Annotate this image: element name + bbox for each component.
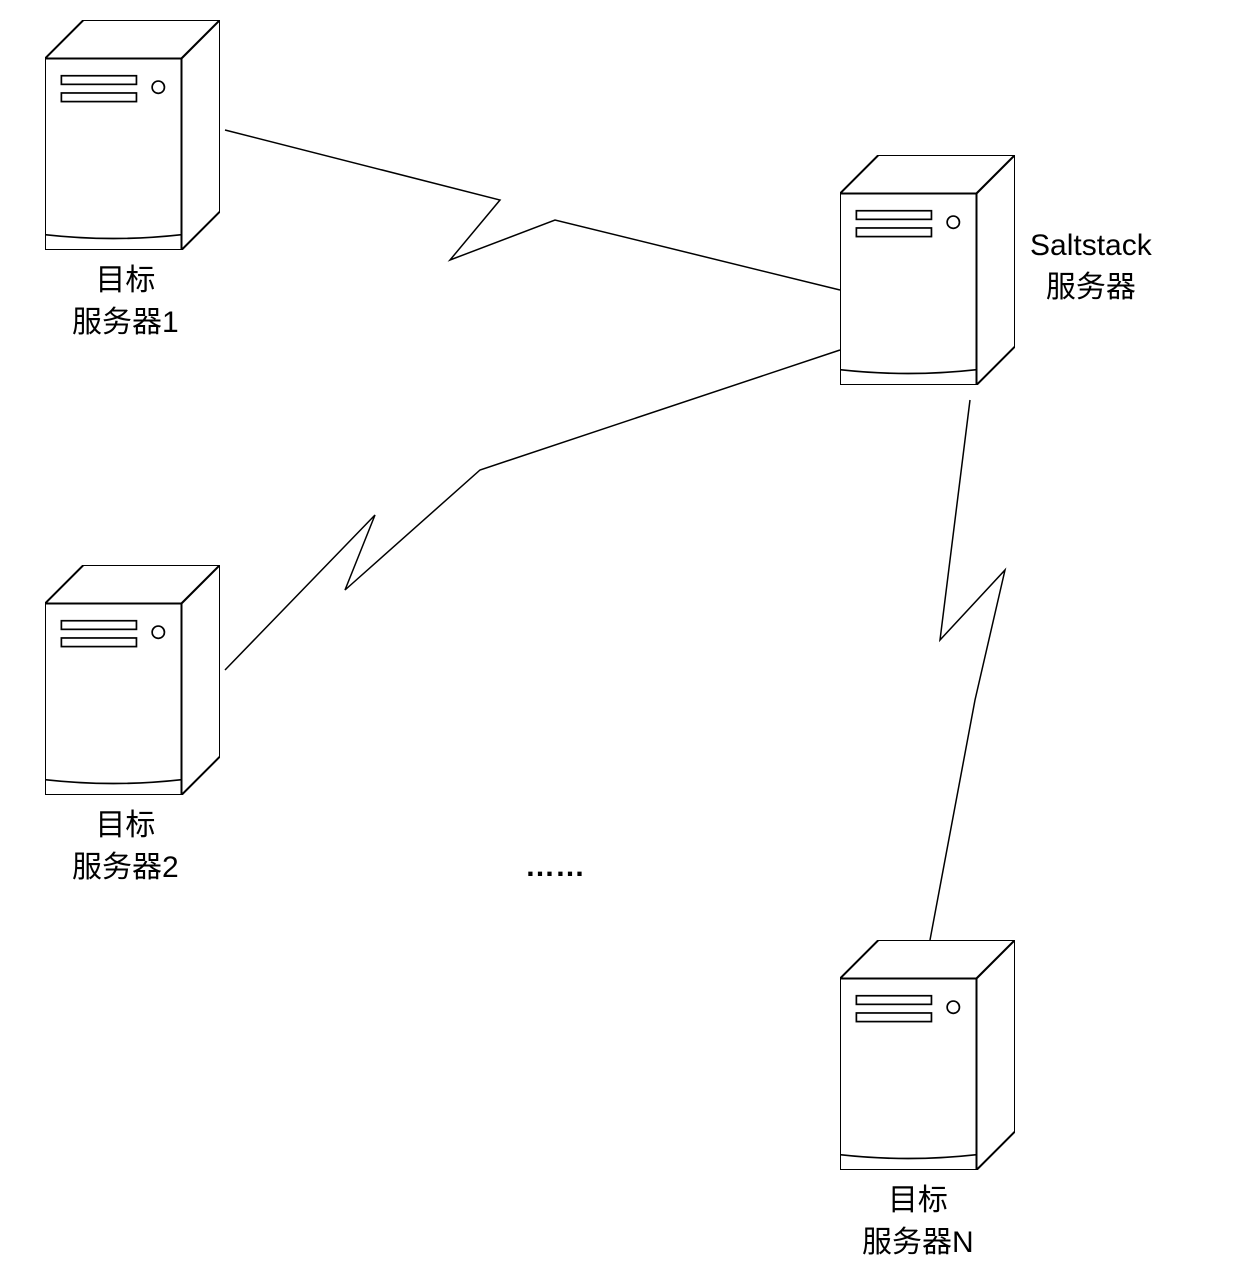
ellipsis-text: ……: [525, 850, 585, 884]
server-label-saltstack: Saltstack 服务器: [1030, 225, 1152, 309]
server-icon: [840, 940, 1015, 1175]
server-label-serverN: 目标 服务器N: [862, 1180, 974, 1264]
network-diagram: 目标 服务器1 目标 服务器2 目标 服务器N Saltstack 服务器 ……: [0, 0, 1240, 1271]
server-label-server2: 目标 服务器2: [72, 805, 179, 889]
server-node-server2: [45, 565, 220, 800]
server-node-server1: [45, 20, 220, 255]
edge-server1-saltstack: [225, 130, 840, 290]
server-icon: [45, 20, 220, 255]
server-icon: [840, 155, 1015, 390]
edge-saltstack-serverN: [930, 400, 1005, 940]
edge-server2-saltstack: [225, 350, 840, 670]
server-icon: [45, 565, 220, 800]
server-label-server1: 目标 服务器1: [72, 260, 179, 344]
server-node-saltstack: [840, 155, 1015, 390]
server-node-serverN: [840, 940, 1015, 1175]
